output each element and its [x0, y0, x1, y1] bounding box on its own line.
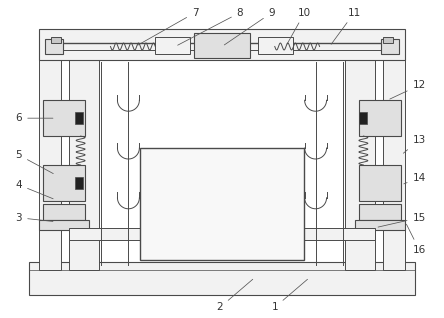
Text: 10: 10	[287, 8, 311, 44]
Text: 13: 13	[403, 135, 426, 153]
Bar	[359, 112, 367, 124]
Bar	[383, 37, 393, 43]
Text: 12: 12	[390, 80, 426, 99]
Text: 14: 14	[404, 173, 426, 184]
Bar	[194, 32, 250, 59]
Text: 5: 5	[16, 150, 53, 174]
Bar	[75, 112, 83, 124]
Text: 8: 8	[178, 8, 243, 45]
Bar	[345, 43, 375, 270]
Bar	[140, 148, 304, 259]
Text: 15: 15	[378, 213, 426, 227]
Bar	[381, 38, 399, 54]
Bar	[359, 165, 401, 201]
Bar	[43, 204, 85, 220]
Bar	[359, 204, 401, 220]
Bar	[355, 220, 405, 230]
Text: 2: 2	[217, 279, 253, 312]
Text: 3: 3	[16, 213, 53, 223]
Bar	[39, 29, 405, 60]
Bar	[155, 37, 190, 54]
Text: 4: 4	[16, 180, 53, 199]
Bar	[43, 100, 85, 136]
Bar	[51, 37, 61, 43]
Text: 9: 9	[224, 8, 275, 45]
Text: 1: 1	[271, 279, 308, 312]
Bar	[69, 228, 375, 240]
Bar	[258, 37, 293, 54]
Text: 6: 6	[16, 113, 53, 123]
Bar	[383, 43, 405, 270]
Text: 16: 16	[406, 224, 426, 255]
Bar	[69, 43, 99, 270]
Bar	[45, 38, 63, 54]
Text: 7: 7	[138, 8, 198, 45]
Bar	[359, 100, 401, 136]
Bar	[39, 43, 61, 270]
Text: 11: 11	[331, 8, 361, 44]
Bar	[43, 165, 85, 201]
Bar	[39, 220, 89, 230]
Bar	[75, 177, 83, 189]
Bar	[29, 261, 415, 295]
